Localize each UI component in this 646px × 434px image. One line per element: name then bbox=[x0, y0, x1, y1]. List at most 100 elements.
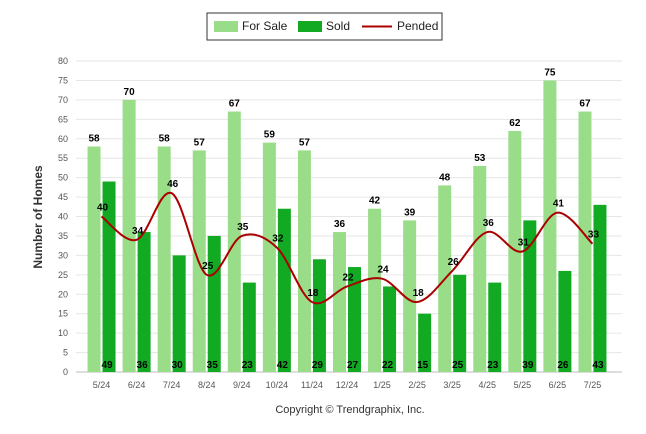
y-axis-ticks: 0 5 10 15 20 25 30 35 40 45 50 55 60 65 70 75 80 bbox=[58, 56, 68, 377]
data-label-pended: 33 bbox=[588, 230, 600, 241]
data-label-sold: 15 bbox=[417, 360, 429, 371]
data-label-pended: 31 bbox=[518, 237, 530, 248]
legend-label-pended: Pended bbox=[397, 19, 438, 33]
data-label-sold: 27 bbox=[347, 360, 359, 371]
data-label-for-sale: 67 bbox=[229, 99, 241, 110]
y-tick-label: 55 bbox=[58, 153, 68, 163]
data-label-for-sale: 70 bbox=[124, 87, 136, 98]
y-tick-label: 30 bbox=[58, 250, 68, 260]
data-label-sold: 42 bbox=[277, 360, 289, 371]
data-label-sold: 30 bbox=[172, 360, 184, 371]
y-tick-label: 20 bbox=[58, 289, 68, 299]
data-label-pended: 26 bbox=[448, 257, 460, 268]
x-tick-label: 6/25 bbox=[549, 380, 567, 390]
bar-sold bbox=[312, 259, 326, 372]
data-label-for-sale: 58 bbox=[159, 134, 171, 145]
x-tick-label: 4/25 bbox=[479, 380, 497, 390]
bar-for-sale bbox=[578, 111, 592, 372]
data-label-sold: 22 bbox=[382, 360, 394, 371]
y-tick-label: 10 bbox=[58, 328, 68, 338]
data-label-for-sale: 62 bbox=[509, 118, 521, 129]
data-labels: 58 49 70 36 58 30 57 35 67 23 59 42 57 29 36 27 42 22 39 15… bbox=[88, 67, 603, 371]
legend-label-for-sale: For Sale bbox=[242, 19, 288, 33]
data-label-for-sale: 57 bbox=[299, 137, 311, 148]
data-label-pended: 34 bbox=[132, 226, 144, 237]
x-tick-label: 11/24 bbox=[301, 380, 323, 390]
y-axis-title: Number of Homes bbox=[31, 165, 45, 269]
data-label-for-sale: 42 bbox=[369, 196, 381, 207]
data-label-sold: 23 bbox=[242, 360, 254, 371]
data-label-for-sale: 59 bbox=[264, 130, 276, 141]
data-label-pended: 35 bbox=[237, 222, 249, 233]
data-label-sold: 23 bbox=[487, 360, 499, 371]
data-label-sold: 36 bbox=[137, 360, 149, 371]
data-label-for-sale: 39 bbox=[404, 207, 416, 218]
bar-for-sale bbox=[122, 99, 136, 372]
y-tick-label: 15 bbox=[58, 309, 68, 319]
y-tick-label: 40 bbox=[58, 212, 68, 222]
x-tick-label: 10/24 bbox=[266, 380, 289, 390]
legend-swatch-sold bbox=[298, 21, 322, 32]
data-label-pended: 25 bbox=[202, 261, 214, 272]
bar-sold bbox=[418, 313, 432, 372]
bars bbox=[87, 80, 607, 372]
y-tick-label: 5 bbox=[63, 348, 68, 358]
x-tick-label: 12/24 bbox=[336, 380, 359, 390]
data-label-pended: 18 bbox=[413, 288, 425, 299]
data-label-for-sale: 53 bbox=[474, 153, 486, 164]
x-axis-ticks: 5/24 6/24 7/24 8/24 9/24 10/24 11/24 12/24 1/25 2… bbox=[93, 380, 601, 390]
bar-sold bbox=[523, 220, 537, 372]
bar-for-sale bbox=[297, 150, 311, 372]
bar-for-sale bbox=[333, 232, 346, 372]
data-label-pended: 24 bbox=[378, 265, 390, 276]
legend-label-sold: Sold bbox=[326, 19, 350, 33]
data-label-for-sale: 36 bbox=[334, 219, 346, 230]
data-label-sold: 39 bbox=[522, 360, 534, 371]
x-tick-label: 3/25 bbox=[443, 380, 461, 390]
y-tick-label: 65 bbox=[58, 114, 68, 124]
x-tick-label: 7/25 bbox=[584, 380, 602, 390]
x-tick-label: 6/24 bbox=[128, 380, 146, 390]
data-label-sold: 25 bbox=[452, 360, 464, 371]
x-tick-label: 8/24 bbox=[198, 380, 216, 390]
x-tick-label: 5/25 bbox=[514, 380, 532, 390]
y-tick-label: 0 bbox=[63, 367, 68, 377]
bar-sold bbox=[242, 282, 256, 372]
bar-for-sale bbox=[368, 208, 382, 372]
x-tick-label: 7/24 bbox=[163, 380, 181, 390]
data-label-for-sale: 75 bbox=[544, 67, 556, 78]
data-label-for-sale: 57 bbox=[194, 137, 206, 148]
y-tick-label: 50 bbox=[58, 173, 68, 183]
data-label-sold: 26 bbox=[557, 360, 569, 371]
data-label-for-sale: 67 bbox=[579, 99, 591, 110]
x-tick-label: 9/24 bbox=[233, 380, 251, 390]
y-tick-label: 45 bbox=[58, 192, 68, 202]
data-label-sold: 35 bbox=[207, 360, 219, 371]
bar-for-sale bbox=[508, 130, 522, 372]
data-label-pended: 46 bbox=[167, 179, 179, 190]
bar-sold bbox=[102, 181, 116, 372]
bar-for-sale bbox=[87, 146, 101, 372]
bar-sold bbox=[172, 255, 186, 372]
bar-sold bbox=[277, 208, 291, 372]
data-label-pended: 22 bbox=[342, 272, 354, 283]
legend: For Sale Sold Pended bbox=[206, 12, 443, 41]
data-label-pended: 40 bbox=[97, 203, 109, 214]
y-tick-label: 75 bbox=[58, 75, 68, 85]
bar-for-sale bbox=[262, 142, 276, 372]
y-tick-label: 35 bbox=[58, 231, 68, 241]
y-tick-label: 25 bbox=[58, 270, 68, 280]
data-label-pended: 36 bbox=[483, 218, 495, 229]
bar-sold bbox=[137, 232, 151, 372]
bar-sold bbox=[383, 286, 397, 372]
data-label-sold: 49 bbox=[101, 360, 113, 371]
bar-sold bbox=[453, 274, 467, 372]
bar-sold bbox=[488, 282, 502, 372]
copyright-text: Copyright © Trendgraphix, Inc. bbox=[275, 404, 424, 416]
y-tick-label: 80 bbox=[58, 56, 68, 66]
bar-sold bbox=[593, 204, 607, 372]
legend-swatch-for-sale bbox=[214, 21, 238, 32]
pended-series-line bbox=[100, 192, 594, 305]
